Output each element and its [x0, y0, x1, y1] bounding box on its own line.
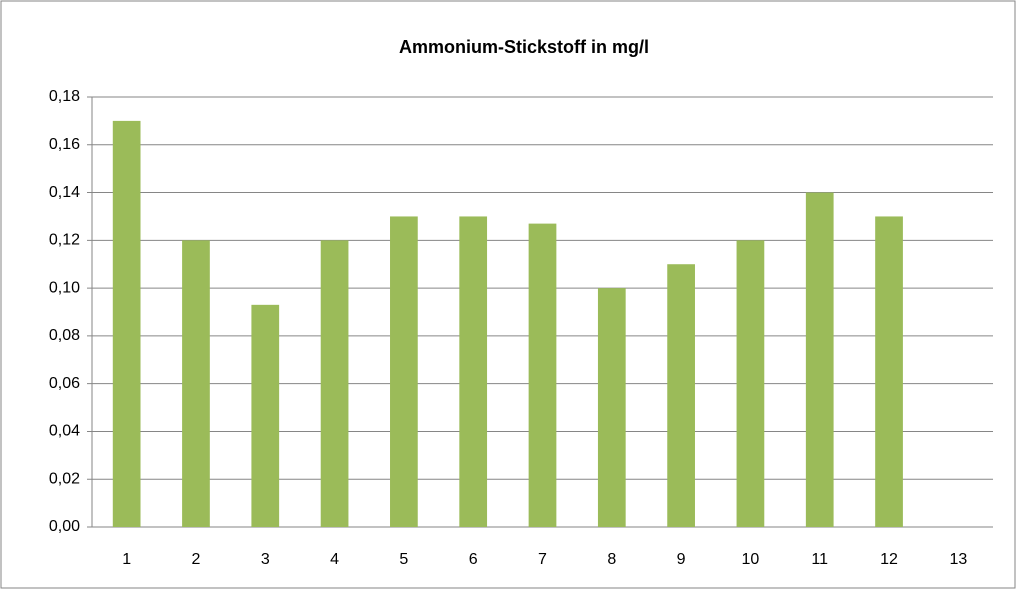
y-tick-label: 0,12 [49, 232, 80, 249]
y-tick-label: 0,02 [49, 470, 80, 487]
chart-title: Ammonium-Stickstoff in mg/l [399, 37, 649, 57]
y-tick-label: 0,06 [49, 375, 80, 392]
bar [528, 223, 557, 527]
bar [182, 240, 210, 528]
y-tick-label: 0,16 [49, 136, 80, 153]
bar [597, 288, 626, 527]
x-tick-label: 3 [261, 551, 270, 568]
x-tick-label: 13 [949, 551, 967, 568]
y-tick-label: 0,18 [49, 88, 80, 105]
bar [667, 264, 695, 527]
x-tick-label: 6 [469, 551, 478, 568]
y-tick-label: 0,08 [49, 327, 80, 344]
y-tick-label: 0,04 [49, 423, 80, 440]
bar [736, 240, 765, 528]
x-tick-label: 8 [607, 551, 616, 568]
x-tick-label: 2 [192, 551, 201, 568]
x-tick-label: 5 [399, 551, 408, 568]
x-tick-label: 1 [122, 551, 131, 568]
bar [459, 216, 488, 527]
x-tick-label: 12 [880, 551, 898, 568]
y-tick-label: 0,10 [49, 279, 80, 296]
bar [320, 240, 349, 528]
x-tick-label: 7 [538, 551, 547, 568]
x-tick-label: 4 [330, 551, 339, 568]
x-tick-label: 9 [677, 551, 686, 568]
bar [251, 304, 280, 527]
bar [805, 192, 834, 528]
x-tick-label: 11 [811, 551, 828, 568]
x-tick-label: 10 [742, 551, 760, 568]
y-tick-label: 0,14 [49, 184, 80, 201]
bar [390, 216, 418, 527]
y-tick-label: 0,00 [49, 518, 80, 535]
bar [112, 120, 141, 527]
bar [875, 216, 903, 527]
